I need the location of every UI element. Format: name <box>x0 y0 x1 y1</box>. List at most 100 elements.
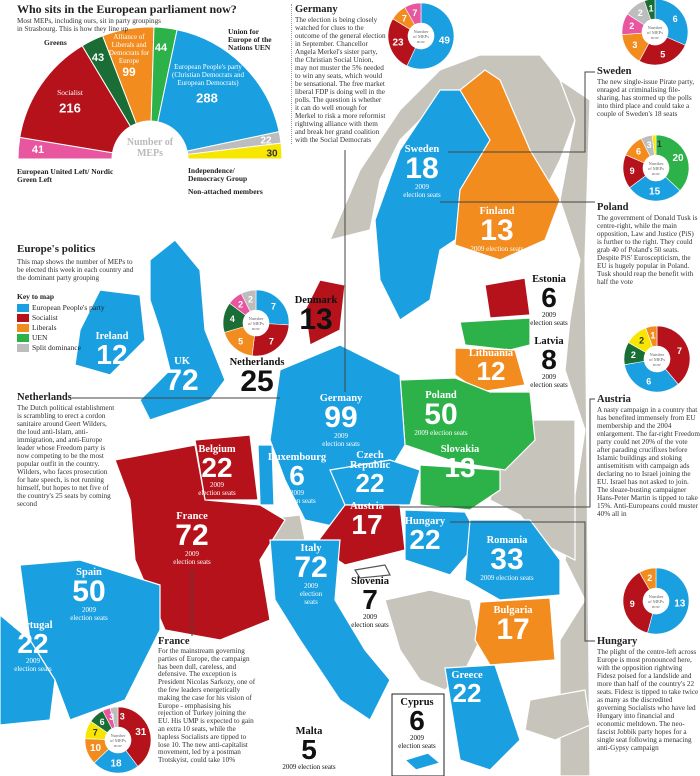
seat-number: 6 <box>409 705 425 736</box>
story-france: France For the mainstream governing part… <box>158 636 256 765</box>
slice-value: 3 <box>109 712 114 722</box>
seat-number: 7 <box>362 584 378 615</box>
slice-value: 7 <box>269 336 274 346</box>
country-name: Lithuania <box>468 348 514 359</box>
label-alde: Alliance of Liberals and Democrats for E… <box>108 33 150 65</box>
seat-number: 17 <box>496 613 530 646</box>
slice-value: 7 <box>412 8 417 18</box>
seats-caption: 2009 election seats <box>70 605 108 622</box>
country-label-estonia: Estonia 6 2009 election seats <box>530 274 568 328</box>
slice-value: 6 <box>636 147 641 157</box>
label-greens: Greens <box>44 38 67 47</box>
seat-number: 6 <box>289 460 305 491</box>
parliament-title: Who sits in the European parliament now? <box>17 2 237 16</box>
parliament-subtitle: Most MEPs, including ours, sit in party … <box>17 17 161 33</box>
story-text: The government of Donald Tusk is centre-… <box>597 214 698 286</box>
story-title: Hungary <box>597 636 638 647</box>
story-austria: Austria A nasty campaign in a country th… <box>597 394 700 518</box>
slice-value: 5 <box>660 50 665 60</box>
country-name: Spain <box>76 567 102 578</box>
key-label: Socialist <box>32 313 58 322</box>
key-title: Key to map <box>17 292 55 301</box>
seat-count: 41 <box>32 144 44 156</box>
story-sweden: Sweden The new single-issue Pirate party… <box>597 66 700 118</box>
country-czech <box>329 459 421 506</box>
story-text: The plight of the centre-left across Eur… <box>597 648 699 752</box>
country-denmark <box>304 279 346 346</box>
story-title: Germany <box>295 4 338 15</box>
hemicycle-segment-epp <box>157 29 280 152</box>
country-name: Finland <box>479 206 515 217</box>
pie-center-label: now <box>114 743 123 748</box>
country-label-finland: Finland 13 2009 election seats <box>470 206 523 253</box>
seat-number: 17 <box>351 509 383 540</box>
country-label-luxembourg: Luxembourg 6 2009 election seats <box>267 452 327 506</box>
land-turkey <box>524 689 591 741</box>
country-label-czech: Czech Republic 22 <box>345 450 395 496</box>
seats-caption: 2009 election seats <box>198 481 236 498</box>
country-name: Romania <box>486 535 528 546</box>
seat-number: 50 <box>72 575 106 608</box>
country-label-slovenia: Slovenia 7 2009 election seats <box>351 576 389 629</box>
seats-caption: 2009 election seats <box>278 489 316 506</box>
seat-number: 99 <box>324 401 358 434</box>
pie-center <box>243 310 269 336</box>
slice-value: 3 <box>647 140 652 150</box>
leader-sweden <box>448 71 595 153</box>
slice-value: 23 <box>392 37 404 48</box>
key-swatch <box>17 304 29 312</box>
country-poland <box>399 377 536 471</box>
label-ind: Independence/ Democracy Group <box>188 166 248 183</box>
slice-value: 4 <box>230 314 235 324</box>
pie-center-label: now <box>652 171 661 176</box>
seats-caption: 2009 election seats <box>398 734 436 751</box>
seat-number: 50 <box>424 398 458 431</box>
intro-title: Europe's politics <box>17 243 96 255</box>
country-hungary <box>404 509 481 576</box>
pie-center <box>642 19 668 45</box>
country-label-lithuania: Lithuania 12 <box>468 348 514 384</box>
pie-center-label: Number <box>248 316 264 321</box>
country-name: UK <box>174 356 190 367</box>
country-name: Germany <box>319 393 363 404</box>
seat-number: 33 <box>490 543 524 576</box>
country-slovakia <box>419 464 501 511</box>
country-label-italy: Italy 72 2009 election seats <box>294 543 327 606</box>
slice-value: 9 <box>630 599 635 609</box>
slice-value: 2 <box>639 336 644 346</box>
seat-number: 72 <box>165 364 199 397</box>
slice-value: 2 <box>638 8 643 18</box>
country-name: Luxembourg <box>267 452 327 463</box>
pie-center-label: now <box>653 362 662 367</box>
country-latvia <box>459 317 531 351</box>
slice-value: 7 <box>93 727 98 737</box>
story-title: Poland <box>597 202 629 213</box>
key-swatch <box>17 314 29 322</box>
country-label-denmark: Denmark 13 <box>295 295 338 334</box>
parliament-center-label: Number of MEPs <box>126 137 174 159</box>
pie-center-label: of MEPs <box>648 166 664 171</box>
pie-center-label: now <box>652 604 661 609</box>
story-netherlands: Netherlands The Dutch political establis… <box>17 392 117 508</box>
seats-caption: 2009 election seats <box>530 311 568 328</box>
country-name: Cyprus <box>400 697 434 708</box>
country-label-poland: Poland 50 2009 election seats <box>414 390 467 437</box>
key-label: European People's party <box>32 303 105 312</box>
country-name: Slovakia <box>440 444 480 455</box>
country-name: Hungary <box>404 516 446 527</box>
slice-value: 1 <box>650 330 655 340</box>
pie-center-label: now <box>252 326 261 331</box>
seats-caption: 2009 election seats <box>480 573 534 582</box>
leader-austria <box>390 398 595 508</box>
key-label: UEN <box>32 333 48 342</box>
country-label-malta: Malta 5 2009 election seats <box>282 726 335 771</box>
seat-count: 22 <box>260 136 272 147</box>
country-name: Slovenia <box>351 576 389 587</box>
story-title: France <box>158 636 190 647</box>
slice-value: 6 <box>646 377 651 387</box>
country-name: France <box>176 511 208 522</box>
seat-number: 13 <box>444 452 476 483</box>
